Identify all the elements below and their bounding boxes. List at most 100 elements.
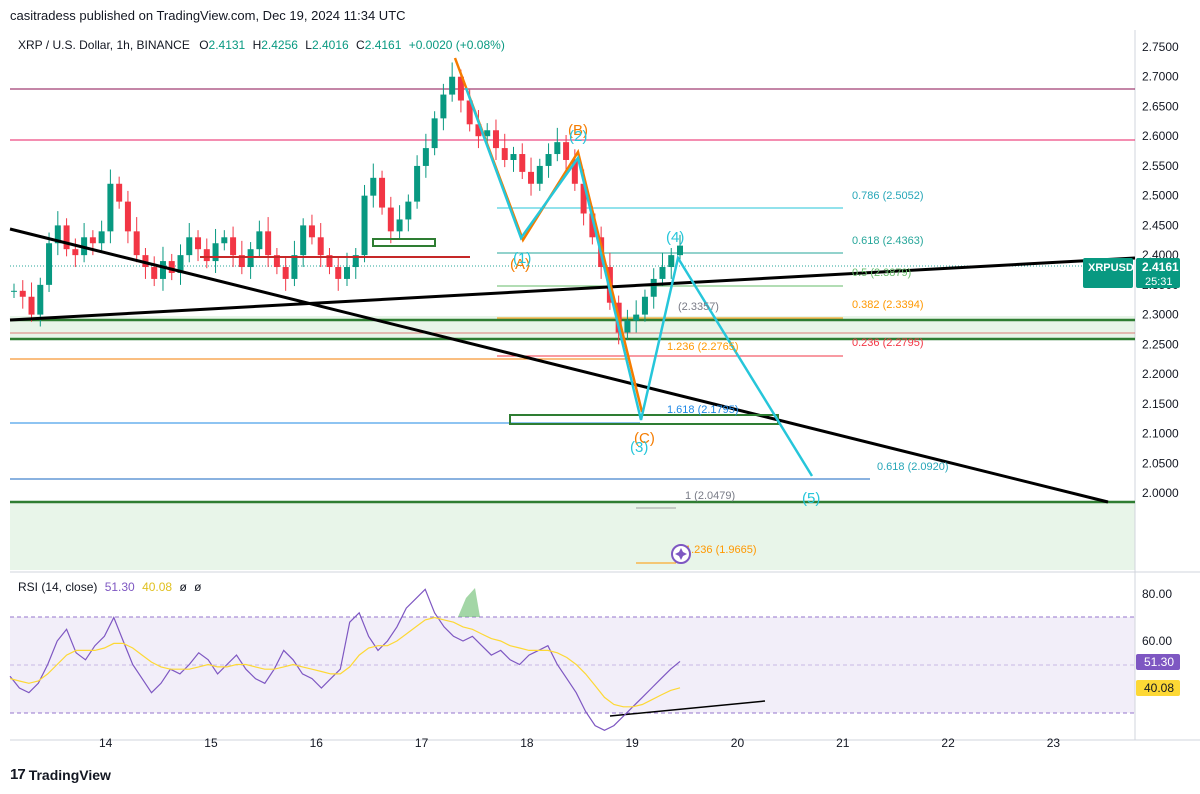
time-tick-8: 22 [941,736,955,750]
wave-label-b: (B) [568,122,588,139]
candle-body [221,237,228,244]
tradingview-footer[interactable]: 17 TradingView [10,766,111,783]
candle-body [98,231,105,244]
wave-label-3: (3) [630,439,648,456]
fib-label-0382: 0.382 (2.3394) [852,299,924,311]
candle-body [247,249,254,268]
rsi-tag-value: 51.30 [1144,655,1174,669]
candle-body [571,159,578,184]
green-box-17 [372,238,436,247]
event-marker-star-icon [675,548,687,560]
time-tick-6: 20 [731,736,745,750]
legend-change: +0.0020 (+0.08%) [408,38,505,52]
legend-low: 2.4016 [311,38,349,52]
candle-body [195,237,202,250]
legend-close: 2.4161 [364,38,402,52]
rsi-legend-label[interactable]: RSI (14, close) [18,580,98,594]
fib-label-1236-b: 1.236 (1.9665) [685,544,757,556]
rsi-axis[interactable]: 80.00 60.00 [1142,587,1172,648]
fib-label-0786: 0.786 (2.5052) [852,190,924,202]
candle-body [396,219,403,232]
legend-symbol[interactable]: XRP / U.S. Dollar, 1h, BINANCE [18,38,190,52]
candle-body [519,154,526,172]
rsi-overbought-fill [458,588,480,617]
price-tick-11: 2.2000 [1142,367,1179,381]
candle-body [273,255,280,268]
candle-body [203,249,210,262]
wave-label-2: (2) [569,128,587,145]
candle-body [431,118,438,149]
rsi-tick-1: 60.00 [1142,634,1172,648]
candle-body [300,225,307,256]
symbol-legend: XRP / U.S. Dollar, 1h, BINANCE O2.4131 H… [18,38,505,52]
time-tick-7: 21 [836,736,850,750]
price-tick-14: 2.0500 [1142,456,1179,470]
fib-label-0618-b: 0.618 (2.0920) [877,461,949,473]
price-tick-5: 2.5000 [1142,189,1179,203]
candle-body [405,201,412,220]
wave-label-1: (1) [513,250,531,267]
candle-body [449,76,456,95]
rsi-tick-0: 80.00 [1142,587,1172,601]
candle-body [63,225,70,250]
candle-body [230,237,237,256]
candle-body [168,261,175,273]
price-tick-13: 2.1000 [1142,427,1179,441]
rsi-legend-ma: 40.08 [142,580,173,594]
candle-body [265,231,272,256]
price-tick-1: 2.7000 [1142,70,1179,84]
candle-body [641,296,648,315]
candle-body [326,255,333,268]
rsi-ma-tag-value: 40.08 [1144,681,1174,695]
candle-body [633,314,640,321]
price-tag-countdown: 25:31 [1145,276,1173,288]
candle-body [54,225,61,244]
legend-close-label: C [356,38,365,52]
candle-body [677,245,683,256]
candle-body [335,267,342,279]
candle-body [89,237,96,244]
price-tick-4: 2.5500 [1142,159,1179,173]
wave-label-5: (5) [802,490,820,507]
price-tag-price: 2.4161 [1142,260,1179,274]
candle-body [361,195,368,256]
price-tick-10: 2.2500 [1142,337,1179,351]
candle-body [475,124,482,137]
cyan-wave [464,87,814,477]
time-tick-5: 19 [626,736,640,750]
time-tick-4: 18 [520,736,534,750]
fib-label-1236-a: 1.236 (2.2765) [667,341,739,353]
candle-body [422,148,429,166]
time-axis[interactable]: 14 15 16 17 18 19 20 21 22 23 [99,736,1060,750]
price-tick-0: 2.7500 [1142,40,1179,54]
candle-body [142,255,149,268]
candle-body [28,296,35,315]
candle-body [151,267,158,279]
candle-body [11,290,17,292]
candle-body [317,237,324,256]
candle-body [668,255,675,268]
ascending-trendline [9,256,1136,322]
candle-body [352,255,359,268]
fib-label-0618: 0.618 (2.4363) [852,235,924,247]
publish-header: casitradess published on TradingView.com… [10,8,406,23]
wave-label-c: (C) [634,430,655,447]
candle-body [466,100,473,125]
price-tick-6: 2.4500 [1142,218,1179,232]
candle-body [186,237,193,256]
candle-body [344,267,350,279]
price-axis[interactable]: 2.7500 2.7000 2.6500 2.6000 2.5500 2.5000 2.45… [1142,40,1179,500]
fib-label-05: 0.5 (2.3879) [852,267,911,279]
candle-body [492,130,499,149]
candle-body [159,261,166,279]
fib-label-2-3357: (2.3357) [678,301,719,313]
candle-body [414,165,421,202]
fib-label-0236: 0.236 (2.2795) [852,337,924,349]
rsi-ma-tag-bg [1136,680,1180,696]
candle-body [589,213,596,238]
candle-body [370,177,377,196]
time-tick-0: 14 [99,736,113,750]
descending-trendline [9,227,1109,504]
candle-body [510,154,517,160]
